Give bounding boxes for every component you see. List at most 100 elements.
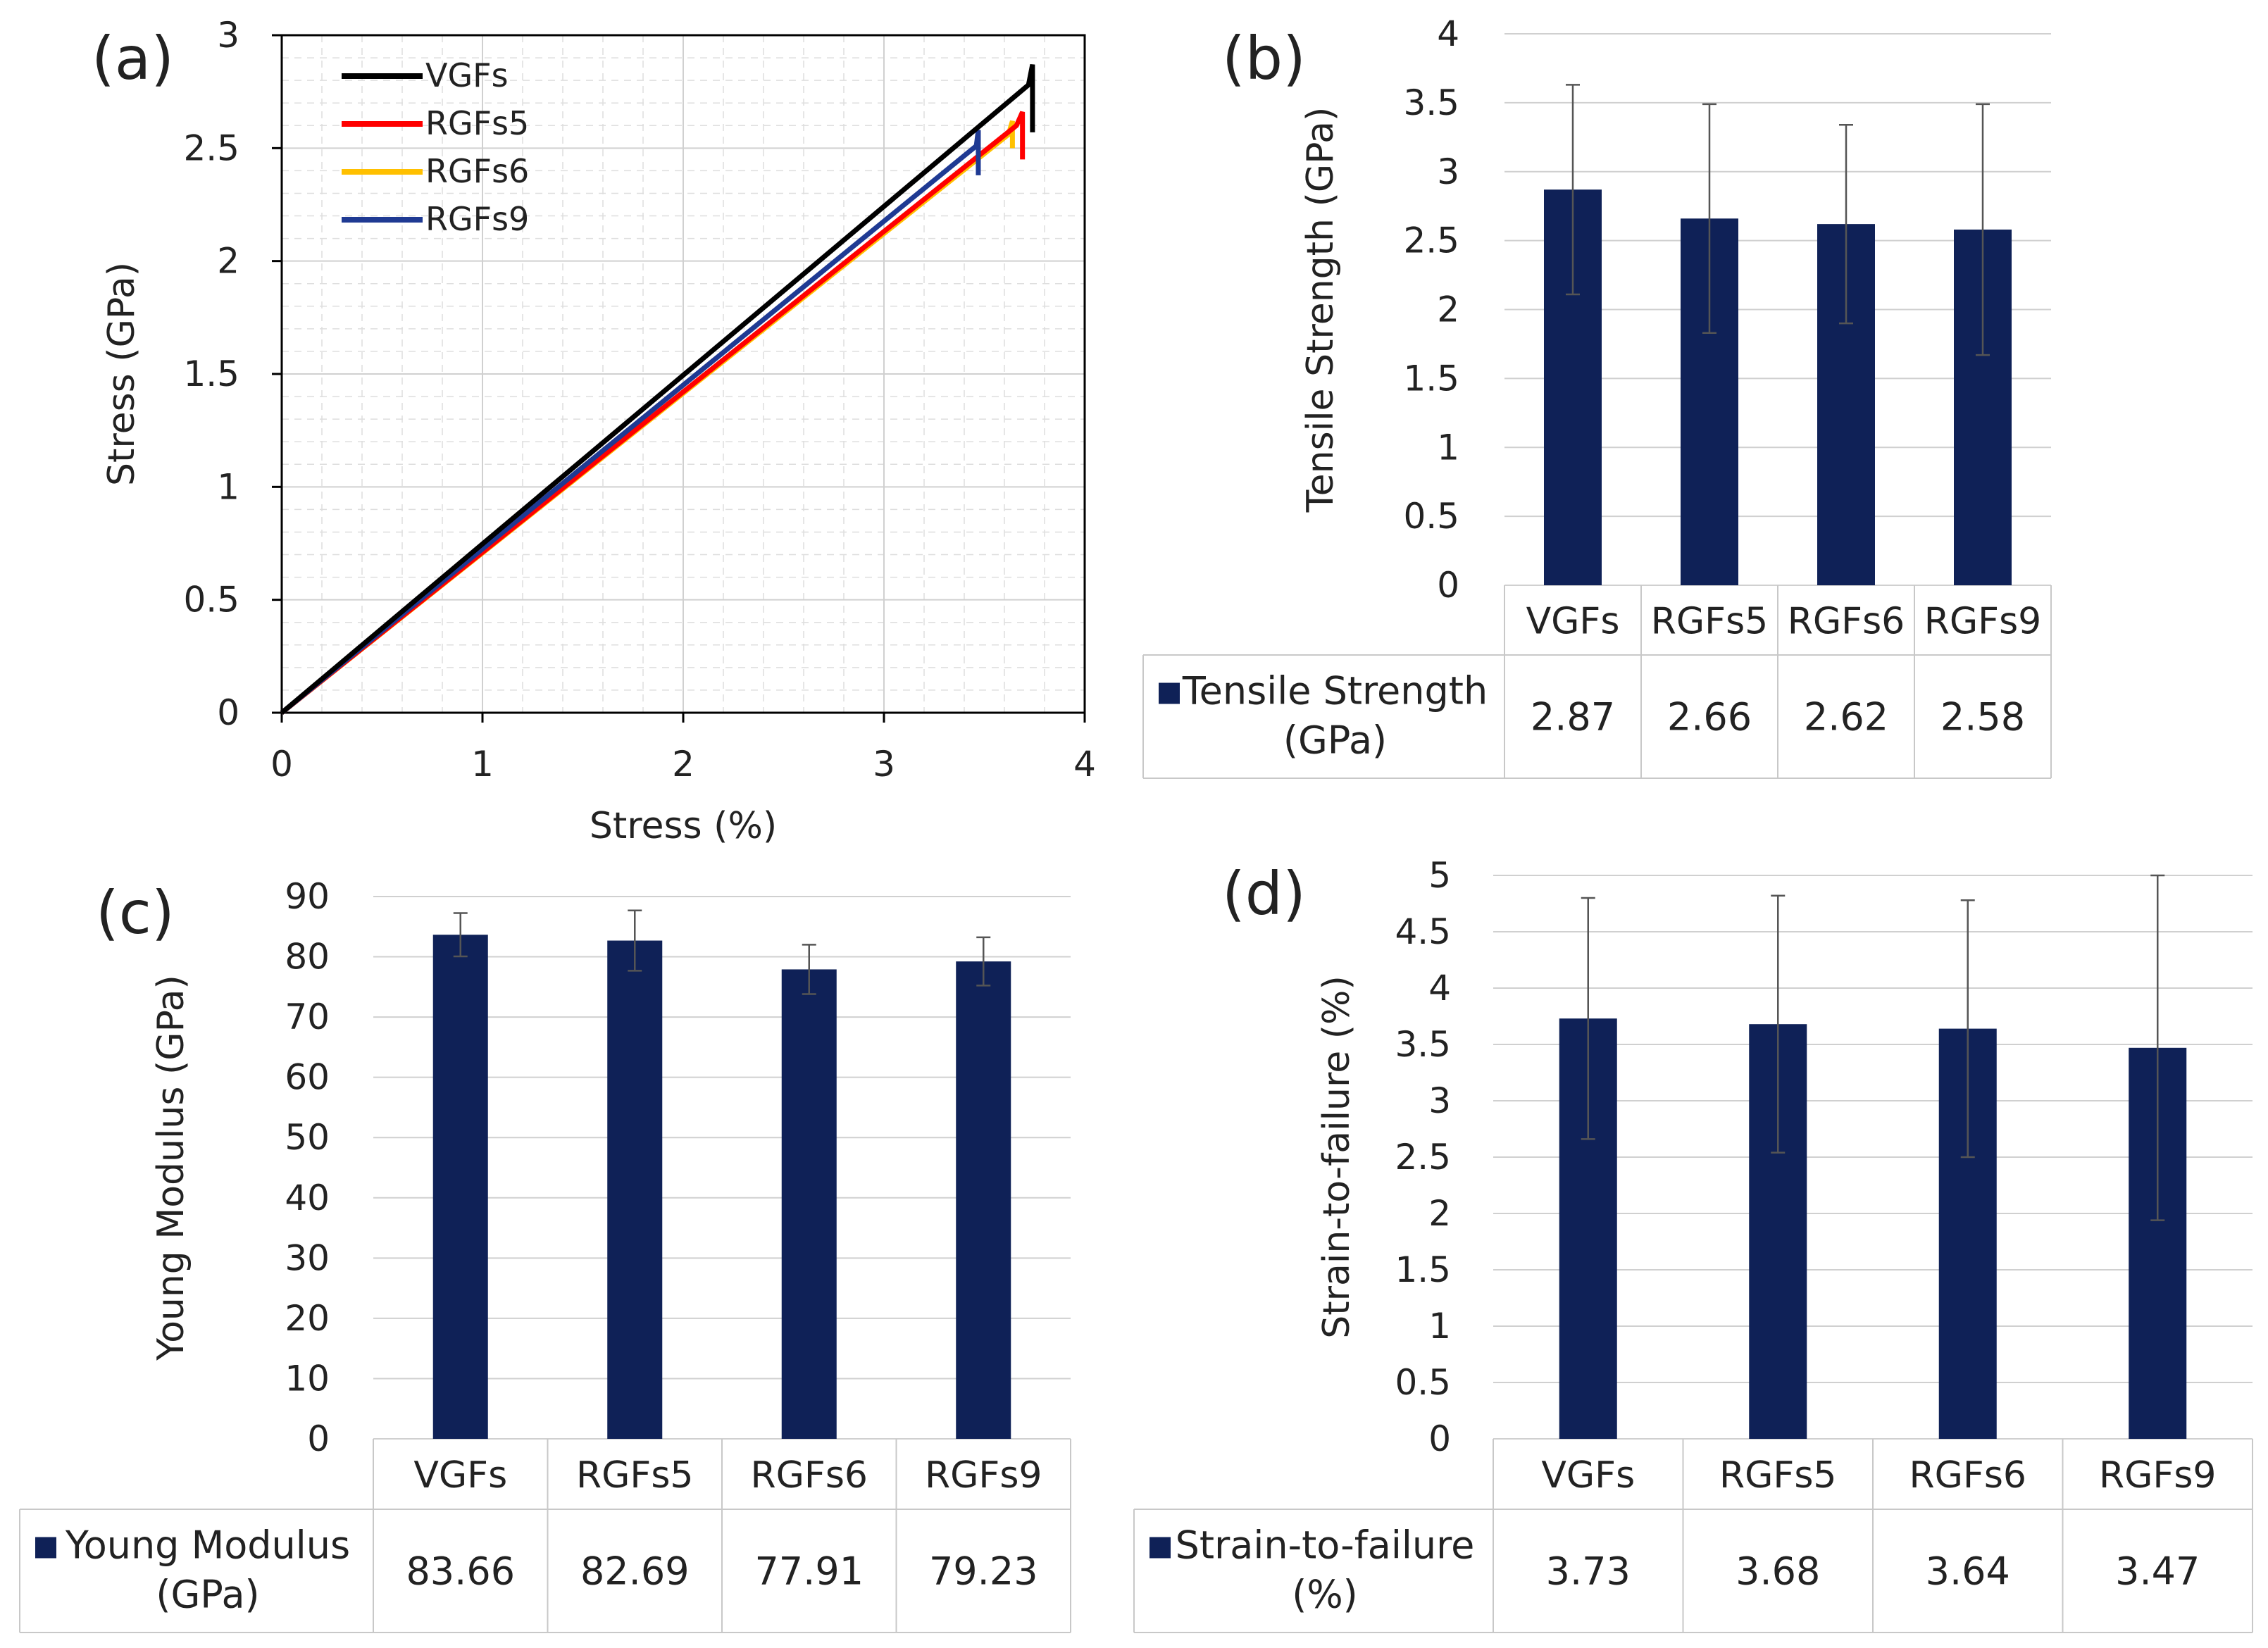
bar-vgfs <box>432 935 488 1439</box>
y-tick-label: 2.5 <box>183 127 239 168</box>
value-cell-rgfs5: 3.68 <box>1736 1549 1820 1594</box>
y-axis-title: Stress (GPa) <box>101 262 143 486</box>
y-tick-label: 0.5 <box>1395 1362 1451 1403</box>
y-tick-label: 1 <box>1437 427 1459 468</box>
y-tick-label: 2 <box>1428 1193 1451 1234</box>
panel-b-tensile-strength-chart: (b) 0 0.5 1 1.5 2 2.5 3 3.5 4 VGFs 2.87 RGFs5 2.66 RGF… <box>1142 13 2052 779</box>
category-label-rgfs6: RGFs6 <box>1788 601 1905 643</box>
y-tick-label: 0 <box>217 692 239 733</box>
y-tick-label: 3.5 <box>1403 82 1459 123</box>
y-tick-label: 3 <box>217 15 239 56</box>
legend-key-square <box>1159 682 1180 704</box>
series-line-rgfs5 <box>280 111 1026 715</box>
panel-a-line-chart: (a) 0 1 2 3 4 0 0.5 1 1.5 2 2.5 3 VGFs RGFs5 RGFs6 RGFs9… <box>92 15 1096 847</box>
y-tick-label: 4.5 <box>1395 911 1451 952</box>
value-cell-vgfs: 2.87 <box>1531 695 1615 739</box>
y-tick-label: 60 <box>285 1057 330 1098</box>
y-tick-label: 70 <box>285 997 330 1037</box>
bar-rgfs5 <box>607 940 663 1439</box>
category-label-vgfs: VGFs <box>1541 1454 1635 1497</box>
category-label-rgfs6: RGFs6 <box>1909 1454 2026 1497</box>
category-label-rgfs9: RGFs9 <box>1924 601 2042 643</box>
panel-label: (b) <box>1222 24 1306 93</box>
y-tick-label: 4 <box>1428 968 1451 1009</box>
value-cell-rgfs6: 3.64 <box>1926 1549 2010 1594</box>
y-tick-label: 2 <box>1437 289 1459 330</box>
value-cell-vgfs: 3.73 <box>1546 1549 1631 1594</box>
y-tick-label: 0 <box>307 1418 330 1459</box>
panel-a-label: (a) <box>92 24 174 93</box>
y-tick-label: 1.5 <box>1395 1249 1451 1290</box>
series-name-line-1: Strain-to-failure <box>1176 1523 1475 1568</box>
y-tick-label: 3.5 <box>1395 1024 1451 1065</box>
x-tick-label: 0 <box>270 744 293 785</box>
legend-label-rgfs9: RGFs9 <box>425 200 529 238</box>
legend-label-rgfs6: RGFs6 <box>425 152 529 190</box>
y-tick-label: 4 <box>1437 13 1459 54</box>
x-tick-label: 4 <box>1073 744 1096 785</box>
y-tick-label: 10 <box>285 1358 330 1399</box>
series-name-line-1: Tensile Strength <box>1182 669 1488 713</box>
x-tick-label: 2 <box>672 744 694 785</box>
value-cell-rgfs6: 2.62 <box>1804 695 1888 739</box>
y-tick-label: 40 <box>285 1178 330 1218</box>
series-name-line-2: (GPa) <box>156 1573 259 1617</box>
y-tick-label: 30 <box>285 1237 330 1278</box>
value-cell-rgfs5: 82.69 <box>580 1549 690 1594</box>
x-axis-title: Stress (%) <box>590 805 777 847</box>
y-tick-label: 2.5 <box>1395 1137 1451 1178</box>
y-tick-label: 2.5 <box>1403 220 1459 261</box>
panel-d-strain-to-failure-chart: (d) 0 0.5 1 1.5 2 2.5 3 3.5 4 4.5 5 VGFs 3.73 RGFs5 3.6… <box>1133 855 2253 1633</box>
y-tick-label: 0.5 <box>1403 496 1459 537</box>
bar-rgfs9 <box>956 961 1011 1439</box>
series-line-vgfs <box>280 64 1035 715</box>
y-tick-label: 1 <box>217 466 239 507</box>
y-tick-label: 5 <box>1428 855 1451 896</box>
y-tick-label: 80 <box>285 937 330 978</box>
value-cell-rgfs5: 2.66 <box>1667 695 1752 739</box>
y-tick-label: 3 <box>1437 151 1459 192</box>
y-tick-label: 0 <box>1437 565 1459 606</box>
value-cell-vgfs: 83.66 <box>406 1549 515 1594</box>
panel-label: (d) <box>1222 859 1306 928</box>
value-cell-rgfs6: 77.91 <box>754 1549 864 1594</box>
category-label-vgfs: VGFs <box>413 1454 507 1497</box>
legend-label-rgfs5: RGFs5 <box>425 104 529 142</box>
series-name-line-2: (%) <box>1292 1573 1357 1617</box>
x-tick-label: 3 <box>873 744 895 785</box>
category-label-rgfs6: RGFs6 <box>750 1454 868 1497</box>
plot-frame <box>280 34 1086 714</box>
category-label-rgfs9: RGFs9 <box>925 1454 1042 1497</box>
category-label-rgfs9: RGFs9 <box>2099 1454 2217 1497</box>
y-tick-label: 90 <box>285 876 330 917</box>
panel-c-young-modulus-chart: (c) 0 10 20 30 40 50 60 70 80 90 VGFs 83.66 RGFs5 82.6… <box>19 876 1071 1633</box>
y-tick-label: 2 <box>217 241 239 282</box>
series-name-line-2: (GPa) <box>1283 718 1387 763</box>
category-label-vgfs: VGFs <box>1526 601 1620 643</box>
series-name-line-1: Young Modulus <box>65 1523 350 1568</box>
panel-label: (c) <box>96 878 175 947</box>
legend-label-vgfs: VGFs <box>425 56 509 94</box>
y-axis-title: Tensile Strength (GPa) <box>1300 107 1342 513</box>
y-tick-label: 0.5 <box>183 580 239 620</box>
y-axis-title: Young Modulus (GPa) <box>150 975 192 1361</box>
y-axis-title: Strain-to-failure (%) <box>1316 975 1358 1339</box>
bar-rgfs6 <box>781 969 837 1439</box>
category-label-rgfs5: RGFs5 <box>576 1454 694 1497</box>
y-tick-label: 20 <box>285 1298 330 1339</box>
y-tick-label: 3 <box>1428 1080 1451 1121</box>
x-tick-label: 1 <box>471 744 494 785</box>
value-cell-rgfs9: 2.58 <box>1940 695 2025 739</box>
value-cell-rgfs9: 79.23 <box>929 1549 1038 1594</box>
category-label-rgfs5: RGFs5 <box>1651 601 1769 643</box>
legend-key-square <box>35 1537 56 1559</box>
y-tick-label: 1 <box>1428 1306 1451 1347</box>
value-cell-rgfs9: 3.47 <box>2115 1549 2200 1594</box>
legend-key-square <box>1149 1537 1171 1559</box>
y-tick-label: 50 <box>285 1117 330 1158</box>
y-tick-label: 0 <box>1428 1418 1451 1459</box>
category-label-rgfs5: RGFs5 <box>1719 1454 1837 1497</box>
y-tick-label: 1.5 <box>183 354 239 394</box>
series-line-rgfs9 <box>280 130 981 715</box>
